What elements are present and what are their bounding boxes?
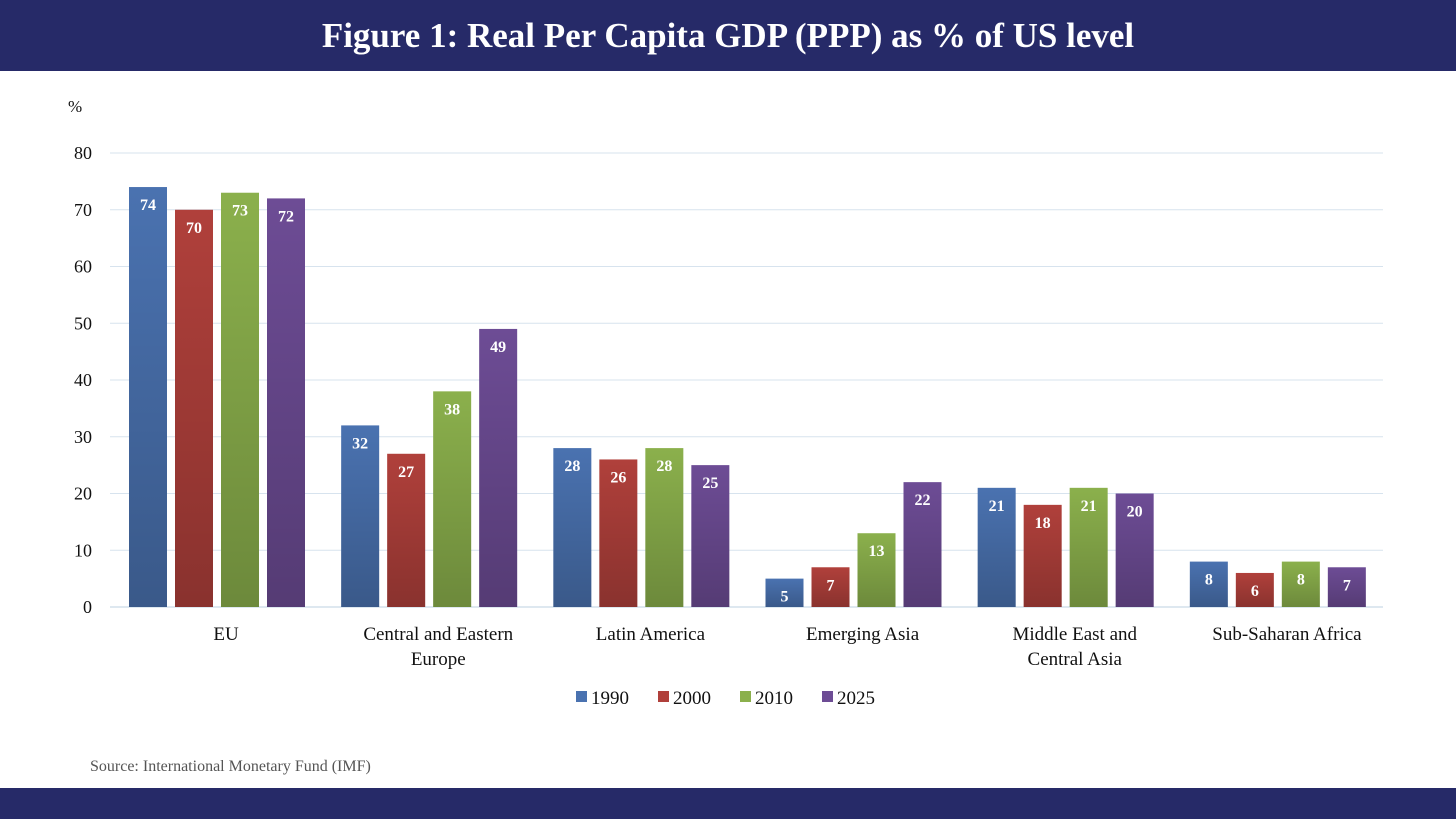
y-tick-label: 40 [74, 370, 92, 390]
data-label: 22 [915, 492, 931, 509]
data-label: 26 [610, 469, 626, 486]
y-tick-label: 60 [74, 257, 92, 277]
bar-shade [479, 328, 518, 607]
x-tick-label: Latin America [596, 624, 706, 645]
bar-shade [1281, 561, 1320, 607]
bar-shade [129, 187, 167, 608]
bar-shade [1189, 561, 1228, 607]
bar-shade [387, 453, 426, 607]
legend-label: 1990 [591, 688, 629, 709]
data-label: 8 [1205, 572, 1213, 589]
y-tick-label: 50 [74, 313, 92, 333]
y-tick-label: 30 [74, 427, 92, 447]
bar-shade [221, 192, 259, 607]
data-label: 21 [989, 498, 1005, 515]
bar-shade [175, 209, 213, 607]
bar-shade [599, 459, 638, 607]
bar-shade [1023, 504, 1062, 607]
x-tick-label: Central and Eastern [363, 624, 513, 645]
legend-swatch-2010 [740, 691, 751, 702]
chart-title: Figure 1: Real Per Capita GDP (PPP) as %… [0, 0, 1456, 71]
data-label: 27 [398, 464, 414, 481]
data-label: 72 [278, 208, 294, 225]
bar-shade [765, 578, 804, 607]
data-label: 74 [140, 197, 156, 214]
data-label: 8 [1297, 572, 1305, 589]
data-label: 5 [781, 589, 789, 606]
bar-shade [857, 533, 896, 607]
legend-label: 2010 [755, 688, 793, 709]
y-tick-label: 80 [74, 143, 92, 163]
data-label: 32 [352, 435, 368, 452]
bar-shade [1115, 493, 1154, 607]
y-axis-label: % [68, 97, 82, 116]
y-tick-label: 70 [74, 200, 92, 220]
footer-band [0, 788, 1456, 819]
legend-swatch-1990 [576, 691, 587, 702]
bar-shade [811, 567, 850, 607]
legend-label: 2025 [837, 688, 875, 709]
bar-shade [267, 198, 305, 607]
data-label: 18 [1035, 515, 1051, 532]
bar-shade [341, 425, 380, 607]
x-tick-label: EU [213, 624, 239, 645]
source-note: Source: International Monetary Fund (IMF… [90, 758, 371, 775]
y-tick-label: 20 [74, 484, 92, 504]
bar-shade [691, 465, 730, 607]
data-label: 7 [827, 577, 835, 594]
data-label: 70 [186, 220, 202, 237]
x-tick-label: Sub-Saharan Africa [1212, 624, 1362, 645]
bar-shade [1069, 487, 1108, 607]
x-tick-label: Middle East and [1012, 624, 1137, 645]
bar-shade [645, 448, 684, 607]
x-tick-label: Central Asia [1028, 649, 1123, 670]
bar-shade [1327, 567, 1366, 607]
bar-shade [433, 391, 472, 607]
data-label: 25 [702, 475, 718, 492]
bar-shade [553, 448, 592, 607]
x-tick-label: Emerging Asia [806, 624, 920, 645]
data-label: 49 [490, 339, 506, 356]
data-label: 28 [656, 458, 672, 475]
legend-label: 2000 [673, 688, 711, 709]
bar-shade [903, 482, 942, 607]
data-label: 28 [564, 458, 580, 475]
data-label: 38 [444, 401, 460, 418]
bar-shade [977, 487, 1016, 607]
data-label: 7 [1343, 577, 1351, 594]
data-label: 21 [1081, 498, 1097, 515]
data-label: 73 [232, 203, 248, 220]
data-label: 20 [1127, 504, 1143, 521]
data-label: 13 [869, 543, 885, 560]
y-tick-label: 0 [83, 597, 92, 617]
legend-swatch-2025 [822, 691, 833, 702]
y-tick-label: 10 [74, 540, 92, 560]
legend-swatch-2000 [658, 691, 669, 702]
data-label: 6 [1251, 583, 1259, 600]
x-tick-label: Europe [411, 649, 466, 670]
bar-shade [1235, 572, 1274, 607]
